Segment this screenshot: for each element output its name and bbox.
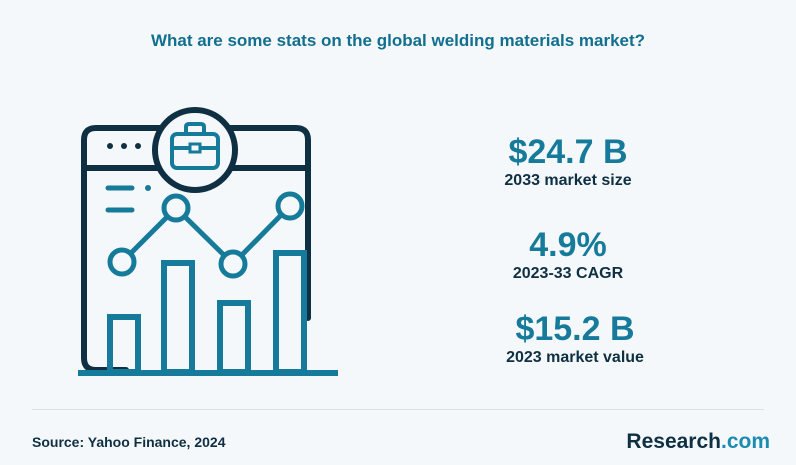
- market-illustration: [78, 107, 338, 376]
- stat-label: 2023 market value: [506, 349, 644, 366]
- stat-value: $24.7 B: [508, 133, 628, 171]
- stat-market-size: $24.7 B 2033 market size: [448, 133, 688, 191]
- stat-value: 4.9%: [529, 226, 607, 264]
- brand-logo: Research.com: [626, 430, 770, 454]
- brand-name: Research: [626, 430, 721, 453]
- bar-chart-icon: [78, 250, 338, 376]
- stat-label: 2023-33 CAGR: [512, 265, 624, 282]
- source-text: Source: Yahoo Finance, 2024: [32, 434, 226, 450]
- briefcase-icon: [152, 107, 238, 193]
- page-title: What are some stats on the global weldin…: [150, 31, 646, 50]
- stat-market-value: $15.2 B 2023 market value: [455, 310, 695, 368]
- footer-divider: [32, 409, 764, 410]
- stat-label: 2033 market size: [504, 172, 632, 189]
- brand-suffix: .com: [720, 430, 770, 453]
- stat-cagr: 4.9% 2023-33 CAGR: [448, 226, 688, 284]
- stat-value: $15.2 B: [515, 310, 635, 348]
- trend-line-icon: [107, 191, 305, 279]
